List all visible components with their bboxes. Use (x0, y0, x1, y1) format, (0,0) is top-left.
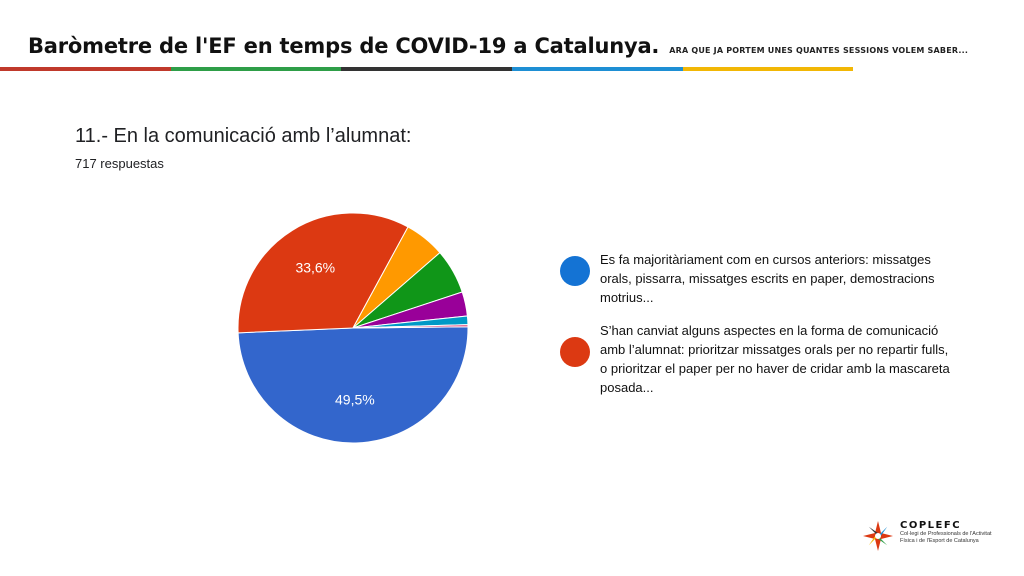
color-bar-segment (170, 67, 342, 71)
color-bar-segment (682, 67, 854, 71)
chart-legend: Es fa majoritàriament com en cursos ante… (558, 250, 958, 411)
pie-chart: 49,5% 33,6% (237, 212, 469, 444)
pie-slice-label: 49,5% (335, 391, 375, 407)
pie-slice (237, 326, 469, 444)
legend-label: S’han canviat alguns aspectes en la form… (600, 323, 950, 395)
logo-name: COPLEFC (900, 520, 962, 531)
legend-item: Es fa majoritàriament com en cursos ante… (558, 250, 958, 307)
color-bar-segment (341, 67, 513, 71)
page-subtitle: ARA QUE JA PORTEM UNES QUANTES SESSIONS … (669, 46, 969, 55)
header-color-bar (0, 67, 1024, 71)
pie-slice-label: 33,6% (295, 259, 335, 275)
color-bar-segment (853, 67, 1024, 71)
question-title: 11.- En la comunicació amb l’alumnat: (75, 125, 412, 147)
coplefc-logo: COPLEFC Col·legi de Professionals de l'A… (862, 520, 1000, 552)
pie-slice (237, 212, 409, 334)
pie-slice (352, 324, 469, 329)
legend-item: S’han canviat alguns aspectes en la form… (558, 321, 958, 397)
star-logo-icon (863, 521, 893, 551)
legend-swatch-blue (560, 256, 590, 286)
response-count: 717 respuestas (75, 156, 164, 171)
header: Baròmetre de l'EF en temps de COVID-19 a… (28, 34, 968, 58)
legend-swatch-red (560, 337, 590, 367)
legend-label: Es fa majoritàriament com en cursos ante… (600, 252, 935, 305)
color-bar-segment (0, 67, 171, 71)
page-title: Baròmetre de l'EF en temps de COVID-19 a… (28, 34, 660, 58)
color-bar-segment (512, 67, 683, 71)
logo-subtitle: Col·legi de Professionals de l'Activitat… (900, 531, 992, 544)
